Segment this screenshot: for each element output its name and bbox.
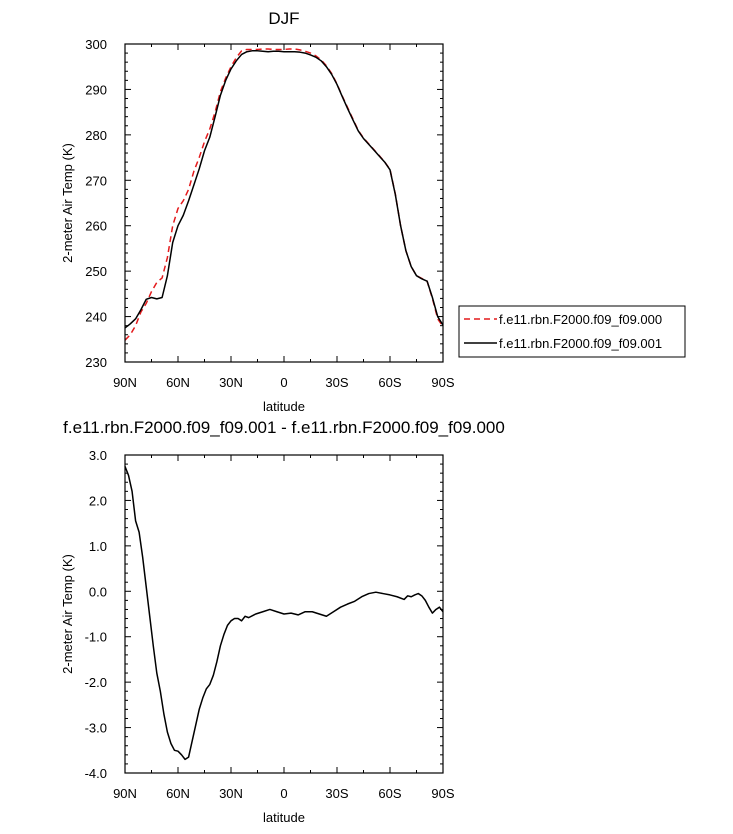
- y-tick-label: 1.0: [89, 539, 107, 554]
- y-tick-label: -3.0: [85, 721, 107, 736]
- y-tick-label: -1.0: [85, 630, 107, 645]
- x-tick-label: 0: [280, 375, 287, 390]
- y-tick-label: 260: [85, 219, 107, 234]
- y-tick-label: 240: [85, 310, 107, 325]
- y-axis-label: 2-meter Air Temp (K): [60, 143, 75, 263]
- x-tick-label: 0: [280, 786, 287, 801]
- chart-title: f.e11.rbn.F2000.f09_f09.001 - f.e11.rbn.…: [63, 418, 505, 437]
- x-tick-label: 60S: [378, 375, 401, 390]
- x-tick-label: 60N: [166, 375, 190, 390]
- x-axis-label: latitude: [263, 399, 305, 414]
- y-tick-label: 280: [85, 128, 107, 143]
- y-tick-label: 2.0: [89, 493, 107, 508]
- difference-chart: f.e11.rbn.F2000.f09_f09.001 - f.e11.rbn.…: [60, 418, 505, 825]
- x-tick-label: 90N: [113, 375, 137, 390]
- x-tick-label: 60S: [378, 786, 401, 801]
- chart-title: DJF: [268, 9, 299, 28]
- legend-label-1: f.e11.rbn.F2000.f09_f09.001: [499, 336, 662, 351]
- legend-box: [458, 305, 686, 358]
- y-tick-label: -4.0: [85, 766, 107, 781]
- y-tick-label: 230: [85, 355, 107, 370]
- x-tick-label: 30N: [219, 375, 243, 390]
- x-tick-label: 60N: [166, 786, 190, 801]
- legend: f.e11.rbn.F2000.f09_f09.000 f.e11.rbn.F20…: [458, 305, 686, 358]
- y-tick-label: -2.0: [85, 675, 107, 690]
- y-axis-label: 2-meter Air Temp (K): [60, 554, 75, 674]
- y-tick-label: 250: [85, 264, 107, 279]
- x-tick-label: 30S: [325, 375, 348, 390]
- temperature-chart: DJF 90N 60N 30N 0 30S 60S 90S 230 240 250 260 270 280…: [60, 9, 686, 414]
- x-tick-label: 30S: [325, 786, 348, 801]
- y-tick-label: 3.0: [89, 448, 107, 463]
- plot-frame: [124, 43, 444, 363]
- x-tick-label: 90S: [431, 786, 454, 801]
- x-tick-label: 90N: [113, 786, 137, 801]
- y-tick-label: 300: [85, 37, 107, 52]
- y-tick-label: 270: [85, 173, 107, 188]
- x-tick-label: 30N: [219, 786, 243, 801]
- x-tick-label: 90S: [431, 375, 454, 390]
- series-line-0: [124, 48, 444, 341]
- y-tick-label: 290: [85, 82, 107, 97]
- legend-label-0: f.e11.rbn.F2000.f09_f09.000: [499, 312, 662, 327]
- series-line-0: [124, 466, 444, 761]
- series-line-1: [124, 50, 444, 329]
- y-tick-label: 0.0: [89, 584, 107, 599]
- x-axis-label: latitude: [263, 810, 305, 825]
